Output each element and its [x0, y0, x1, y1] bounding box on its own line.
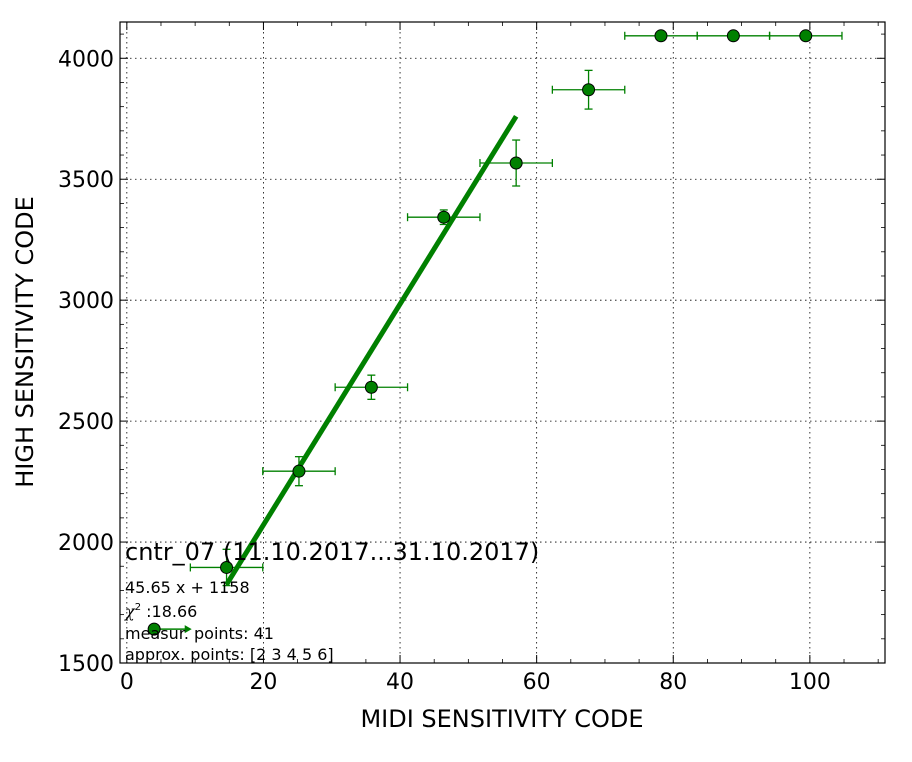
y-axis-label: HIGH SENSITIVITY CODE — [11, 196, 39, 488]
data-point — [582, 83, 596, 97]
data-point — [654, 29, 668, 43]
chi-exponent: 2 — [135, 602, 141, 613]
y-tick-label: 3500 — [58, 168, 114, 193]
x-tick-label: 40 — [386, 670, 414, 695]
x-tick-label: 100 — [789, 670, 831, 695]
data-point — [509, 156, 523, 170]
data-point — [726, 29, 740, 43]
annotation-title: cntr_07 (11.10.2017...31.10.2017) — [125, 538, 539, 566]
approx-points-label: approx. points: [2 3 4 5 6] — [125, 645, 334, 664]
annotation-block: cntr_07 (11.10.2017...31.10.2017) 45.65 … — [124, 538, 539, 664]
data-point — [147, 622, 161, 636]
y-tick-label: 2500 — [58, 410, 114, 435]
y-tick-label: 2000 — [58, 531, 114, 556]
fit-line — [224, 115, 519, 586]
x-tick-label: 20 — [249, 670, 277, 695]
data-markers — [147, 29, 813, 636]
direction-arrow-head — [184, 625, 192, 634]
data-point — [220, 560, 234, 574]
x-tick-labels: 0 20 40 60 80 100 — [120, 670, 831, 695]
data-point — [799, 29, 813, 43]
chi-square-label: χ2 :18.66 — [124, 602, 197, 621]
grid — [120, 22, 885, 664]
x-tick-label: 0 — [120, 670, 134, 695]
x-axis-label: MIDI SENSITIVITY CODE — [360, 705, 643, 733]
chi-symbol: χ — [124, 602, 136, 621]
y-tick-label: 1500 — [58, 652, 114, 677]
measured-points-label: measur. points: 41 — [125, 624, 274, 643]
plot-frame — [119, 21, 886, 664]
fit-line-group — [224, 115, 519, 586]
y-tick-label: 4000 — [58, 47, 114, 72]
data-point — [437, 210, 451, 224]
y-tick-labels: 1500 2000 2500 3000 3500 4000 — [58, 47, 114, 677]
plot-area — [120, 22, 885, 663]
data-point — [292, 464, 306, 478]
chi-square-value: :18.66 — [141, 602, 197, 621]
fit-equation: 45.65 x + 1158 — [125, 578, 250, 597]
x-tick-label: 60 — [523, 670, 551, 695]
minor-ticks — [120, 22, 885, 664]
data-point — [364, 380, 378, 394]
y-tick-label: 3000 — [58, 289, 114, 314]
x-tick-label: 80 — [659, 670, 687, 695]
